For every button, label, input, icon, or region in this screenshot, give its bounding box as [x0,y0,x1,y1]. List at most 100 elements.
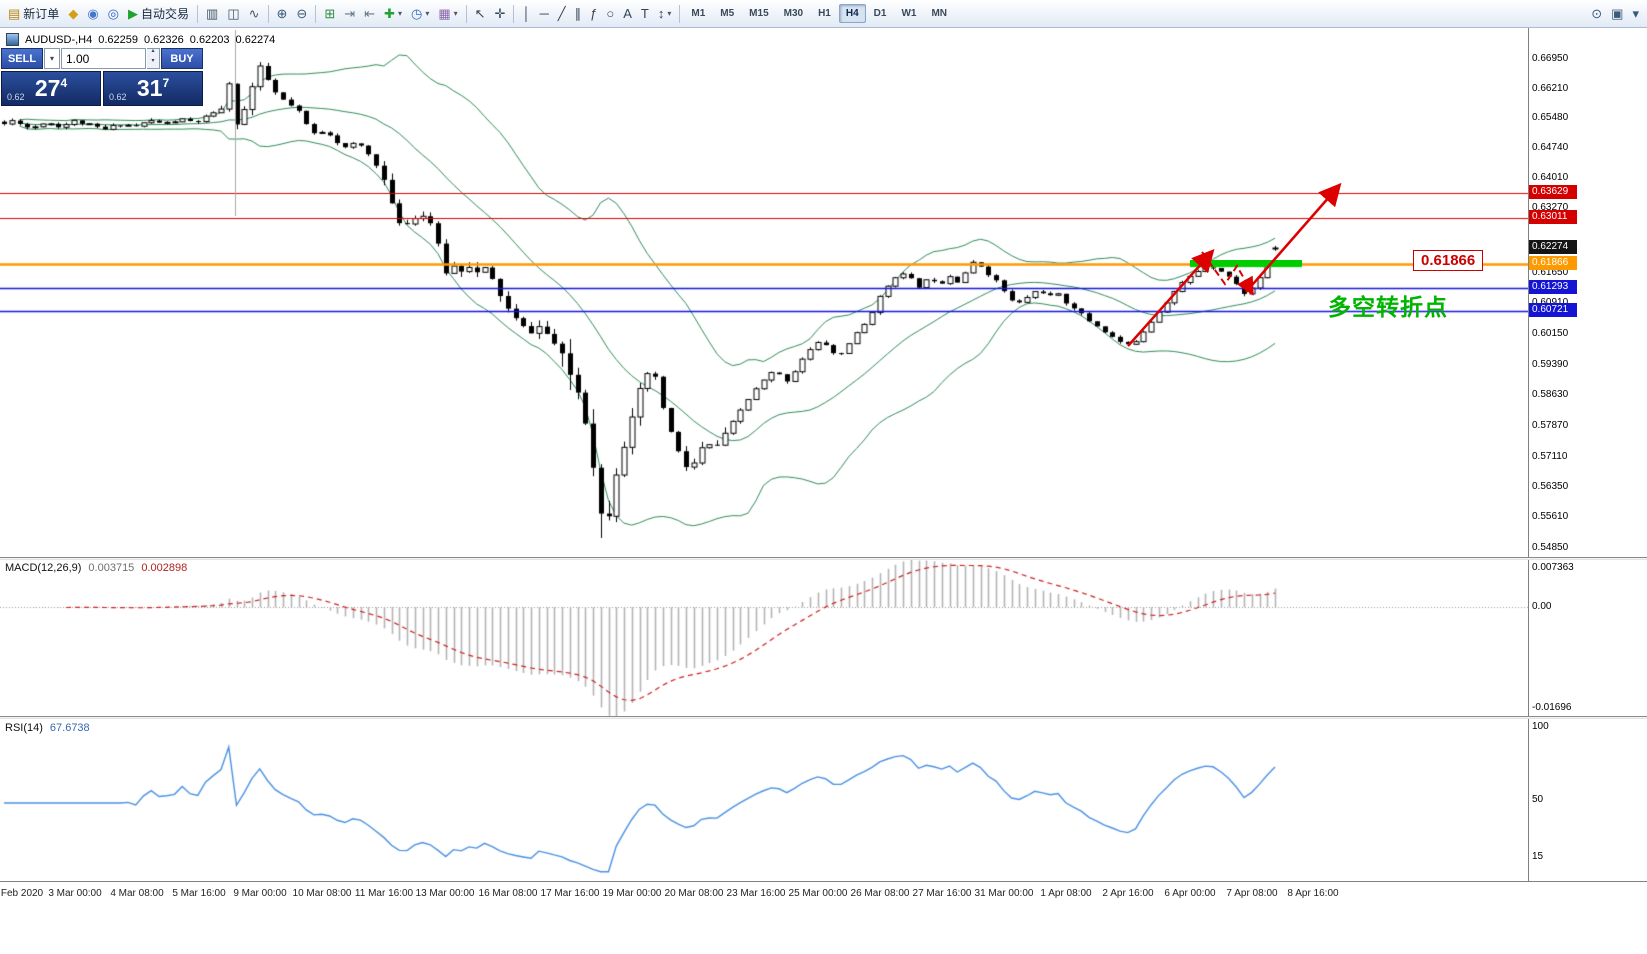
auto-scroll-icon[interactable]: ⇥ [340,3,359,25]
time-axis-label: 11 Mar 16:00 [354,888,414,899]
bar-chart-icon[interactable]: ▥ [202,3,222,25]
rsi-panel-canvas[interactable] [0,719,1528,881]
rsi-splitter[interactable] [0,716,1647,719]
timeframe-w1-button[interactable]: W1 [901,8,917,19]
symbol-timeframe: AUDUSD-,H4 [25,33,93,46]
time-axis-label: 13 Mar 00:00 [415,888,475,899]
community-icon[interactable]: ◎ [104,3,123,25]
spin-down-icon[interactable]: ▾ [147,58,159,68]
templates-button[interactable]: ▦ ▾ [434,3,461,25]
timeframe-d1-button[interactable]: D1 [873,8,887,19]
cursor-icon[interactable]: ↖ [471,3,490,25]
sell-price-button[interactable]: 0.62 27 4 [1,71,101,106]
price-axis-label: 0.61650 [1532,267,1569,279]
trendline-icon: ╱ [557,6,566,21]
timeframe-m15-button[interactable]: M15 [749,8,769,19]
crosshair-icon[interactable]: ✛ [491,3,510,25]
channel-icon: ∥ [574,6,582,21]
time-axis-label: 5 Mar 16:00 [172,888,226,899]
vertical-line-icon: │ [522,6,531,21]
trendline-icon[interactable]: ╱ [554,3,570,25]
templates-icon: ▦ [438,6,451,21]
price-axis[interactable] [1528,28,1647,881]
shapes-icon[interactable]: ○ [602,3,618,25]
text-icon[interactable]: A [619,3,636,25]
buy-button[interactable]: BUY [161,48,203,69]
rsi-axis-label: 15 [1532,850,1544,862]
zoom-out-icon[interactable]: ⊖ [292,3,311,25]
toolbar-overflow-icon[interactable]: ▾ [1628,3,1643,25]
macd-label: MACD(12,26,9) 0.003715 0.002898 [5,562,187,574]
timeframe-mn-button[interactable]: MN [931,8,948,19]
macd-title: MACD(12,26,9) [5,562,82,574]
macd-panel-canvas[interactable] [0,560,1528,716]
macd-signal-value: 0.002898 [141,562,188,574]
indicators-icon: ✚ [384,6,395,21]
rsi-value: 67.6738 [49,722,90,734]
volume-stepper[interactable]: ▴ ▾ [147,48,160,69]
line-chart-icon[interactable]: ∿ [245,3,264,25]
price-axis-label: 0.57870 [1532,420,1569,432]
contacts-icon: ◉ [87,6,99,21]
rsi-axis-label: 100 [1532,721,1549,732]
spin-up-icon[interactable]: ▴ [147,48,159,59]
toolbar-overflow-icon: ▾ [1632,6,1639,21]
time-axis[interactable]: Feb 2020 3 Mar 00:00 4 Mar 08:00 5 Mar 16:0… [0,881,1647,913]
timeframe-m30-button[interactable]: M30 [783,8,804,19]
arrows-icon[interactable]: ↕ ▾ [654,3,676,25]
toolbar-separator [679,4,681,23]
sell-price-prefix: 0.62 [7,92,25,102]
time-axis-label: 2 Apr 16:00 [1102,888,1154,899]
ohlc-low: 0.62203 [189,33,230,46]
timeframe-m5-button[interactable]: M5 [720,8,735,19]
search-icon[interactable]: ⊙ [1587,3,1606,25]
horizontal-line-icon: ─ [539,6,549,21]
time-axis-label: 3 Mar 00:00 [48,888,102,899]
channel-icon[interactable]: ∥ [571,3,586,25]
auto-scroll-icon: ⇥ [344,6,356,21]
order-type-dropdown[interactable]: ▾ [44,48,60,69]
time-axis-label: 10 Mar 08:00 [292,888,352,899]
chart-window-icon[interactable]: ▣ [1607,3,1627,25]
vertical-line-icon[interactable]: │ [518,3,534,25]
chart-shift-icon[interactable]: ⇤ [360,3,379,25]
chevron-down-icon: ▾ [453,9,458,18]
timeframe-h4-button[interactable]: H4 [838,4,866,23]
zoom-in-icon: ⊕ [276,6,288,21]
tile-windows-icon[interactable]: ⊞ [320,3,339,25]
sell-price-sup: 4 [60,76,68,90]
autotrading-button[interactable]: ▶ 自动交易 [124,3,193,25]
timeframe-m1-button[interactable]: M1 [691,8,706,19]
time-axis-label: 31 Mar 00:00 [974,888,1034,899]
price-axis-label: 0.57110 [1532,450,1568,462]
main-chart-canvas[interactable] [0,28,1528,557]
contacts-icon[interactable]: ◉ [83,3,102,25]
periods-button[interactable]: ◷ ▾ [407,3,433,25]
label-icon[interactable]: T [637,3,653,25]
timeframe-h1-button[interactable]: H1 [818,8,831,19]
label-icon: T [640,6,649,21]
text-icon: A [623,6,632,21]
price-axis-label: 0.59390 [1532,358,1569,370]
candlestick-chart-icon[interactable]: ◫ [223,3,243,25]
volume-input[interactable] [61,48,146,69]
macd-axis-label: 0.007363 [1532,562,1574,573]
macd-splitter[interactable] [0,557,1647,560]
price-line-label: 0.63629 [1529,185,1577,200]
market-watch-icon[interactable]: ◆ [64,3,82,25]
zoom-in-icon[interactable]: ⊕ [273,3,292,25]
new-order-button[interactable]: ▤ 新订单 [4,3,63,25]
horizontal-line-icon[interactable]: ─ [536,3,553,25]
buy-price-button[interactable]: 0.62 31 7 [103,71,203,106]
time-axis-label: 27 Mar 16:00 [912,888,972,899]
time-axis-label: 23 Mar 16:00 [726,888,786,899]
ohlc-high: 0.62326 [144,33,184,46]
indicators-button[interactable]: ✚ ▾ [380,3,406,25]
fibonacci-icon[interactable]: ƒ [586,3,601,25]
community-icon: ◎ [107,6,119,21]
sell-button[interactable]: SELL [1,48,43,69]
time-axis-label: 7 Apr 08:00 [1226,888,1278,899]
fibonacci-icon: ƒ [590,6,598,21]
price-axis-label: 0.56350 [1532,481,1569,493]
price-line-label: 0.61293 [1529,279,1577,294]
